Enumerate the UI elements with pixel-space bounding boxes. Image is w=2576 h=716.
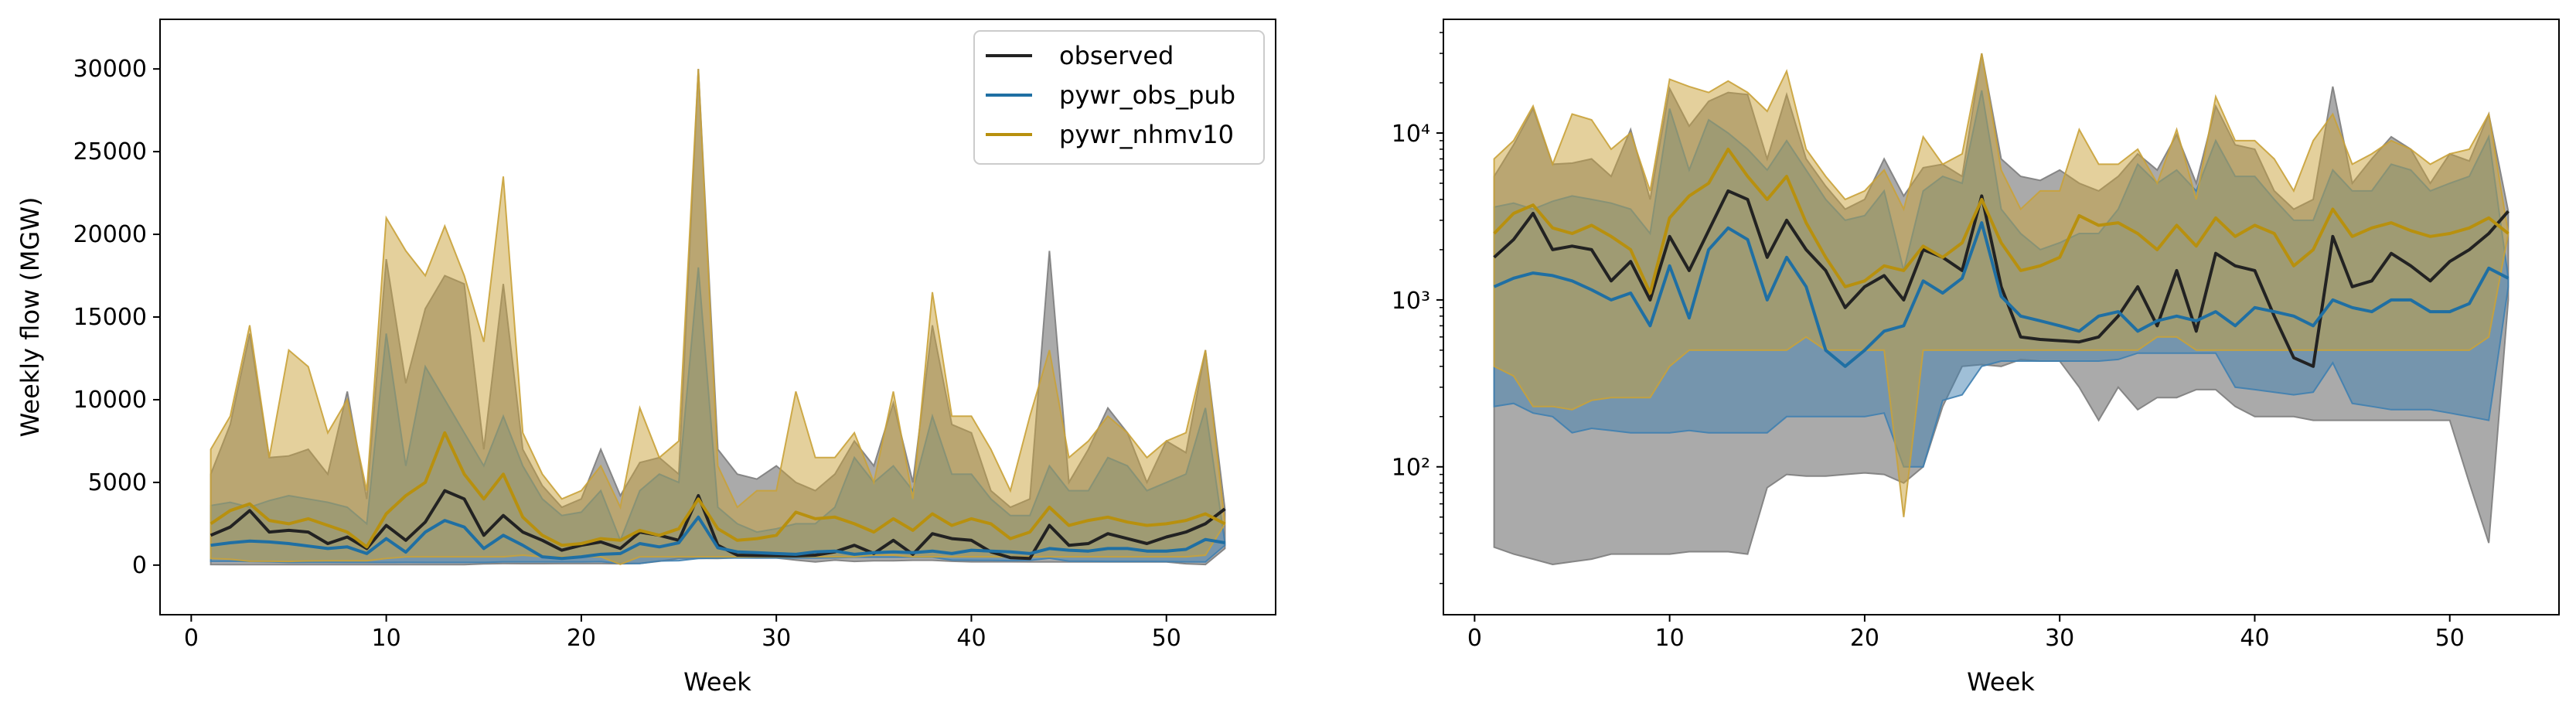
right-chart-lines — [1493, 148, 2510, 368]
left-chart-bands — [210, 69, 1226, 566]
right-x-tick-label: 50 — [2435, 625, 2465, 652]
left-chart-panel: 0 10 20 30 40 50 0 5000 10000 15000 20000 25000 300… — [15, 19, 1276, 697]
legend-box — [973, 30, 1265, 165]
left-line-pywr-nhmv10 — [210, 431, 1226, 549]
left-y-tick-label: 15000 — [73, 304, 147, 331]
legend-label-observed: observed — [1059, 41, 1174, 70]
left-y-tick-label: 30000 — [73, 56, 147, 83]
left-band-pywr-nhmv10 — [210, 69, 1226, 565]
left-y-tick-label: 25000 — [73, 138, 147, 165]
left-x-tick-label: 40 — [956, 625, 986, 652]
chart-legend: observed pywr_obs_pub pywr_nhmv10 — [973, 30, 1265, 165]
left-x-tick-label: 30 — [762, 625, 791, 652]
left-y-tick-label: 5000 — [88, 469, 147, 496]
left-chart-y-axis-label: Weekly flow (MGW) — [15, 197, 45, 438]
right-x-tick-label: 0 — [1467, 625, 1482, 652]
legend-label-pywr-obs-pub: pywr_obs_pub — [1059, 80, 1235, 110]
right-x-tick-label: 10 — [1655, 625, 1685, 652]
right-chart-x-ticks: 0 10 20 30 40 50 — [1467, 615, 2465, 652]
left-y-tick-label: 20000 — [73, 221, 147, 248]
right-y-tick-label: 10² — [1392, 455, 1430, 482]
right-chart-y-ticks: 10² 10³ 10⁴ — [1392, 32, 1443, 585]
left-chart-x-ticks: 0 10 20 30 40 50 — [184, 615, 1181, 652]
left-y-tick-label: 10000 — [73, 387, 147, 414]
left-x-tick-label: 50 — [1152, 625, 1181, 652]
left-chart-x-axis-label: Week — [683, 667, 751, 697]
right-line-pywr-nhmv10 — [1493, 148, 2510, 295]
right-y-tick-label: 10³ — [1392, 288, 1430, 315]
left-chart-y-ticks: 0 5000 10000 15000 20000 25000 30000 — [73, 56, 160, 579]
right-chart-frame — [1443, 19, 2560, 615]
left-x-tick-label: 10 — [372, 625, 401, 652]
right-line-pywr-obs-pub — [1493, 221, 2510, 368]
left-y-tick-label: 0 — [132, 552, 147, 579]
right-line-observed — [1493, 189, 2510, 368]
right-chart-x-axis-label: Week — [1967, 667, 2035, 697]
right-x-tick-label: 40 — [2240, 625, 2269, 652]
right-x-tick-label: 30 — [2045, 625, 2074, 652]
left-chart-lines — [210, 431, 1226, 561]
left-line-pywr-obs-pub — [210, 515, 1225, 561]
legend-label-pywr-nhmv10: pywr_nhmv10 — [1059, 120, 1234, 149]
right-x-tick-label: 20 — [1850, 625, 1879, 652]
right-y-tick-label: 10⁴ — [1392, 121, 1430, 148]
left-x-tick-label: 20 — [567, 625, 596, 652]
left-x-tick-label: 0 — [184, 625, 199, 652]
right-chart-panel: 0 10 20 30 40 50 10² 10³ 10⁴ Week — [1392, 19, 2560, 697]
